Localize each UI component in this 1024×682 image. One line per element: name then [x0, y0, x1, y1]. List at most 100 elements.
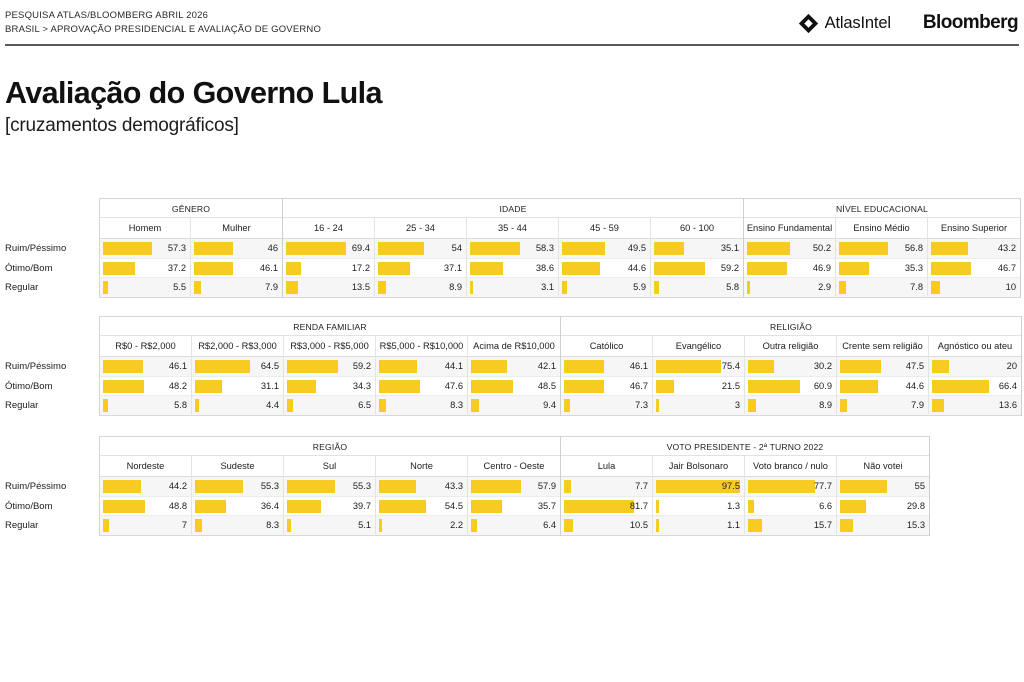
value-bar: [379, 360, 417, 373]
value-label: 47.6: [444, 380, 463, 391]
value-bar: [103, 519, 110, 532]
column-header: 16 - 24: [283, 218, 374, 239]
column-header: R$5,000 - R$10,000: [376, 336, 467, 357]
data-cell: 47.5: [837, 357, 928, 377]
data-cell: 2.2: [376, 516, 467, 536]
data-cell: 8.3: [376, 396, 467, 416]
value-bar: [656, 480, 740, 493]
value-bar: [287, 399, 293, 412]
value-bar: [471, 379, 513, 393]
data-column: Lula 7.7 81.7 10.5: [561, 456, 653, 536]
data-column: R$0 - R$2,000 46.1 48.2 5.8: [100, 336, 192, 416]
column-header: Outra religião: [745, 336, 836, 357]
value-bar: [839, 281, 846, 294]
column-header: Norte: [376, 456, 467, 477]
column-group: GÊNERO Homem 57.3 37.2 5.5 Mulher 46 46.1 7.9: [100, 198, 283, 298]
data-column: Crente sem religião 47.5 44.6 7.9: [837, 336, 929, 416]
data-cell: 44.1: [376, 357, 467, 377]
column-header: 35 - 44: [467, 218, 558, 239]
data-column: Outra religião 30.2 60.9 8.9: [745, 336, 837, 416]
atlasintel-wordmark: AtlasIntel: [824, 13, 891, 32]
value-bar: [932, 399, 944, 412]
data-cell: 44.6: [559, 258, 650, 278]
value-label: 46.1: [259, 262, 278, 273]
data-cell: 46.7: [561, 376, 652, 396]
value-bar: [564, 379, 605, 393]
logo-row: AtlasIntel Bloomberg: [798, 12, 1019, 34]
value-bar: [656, 379, 675, 393]
row-label-column: Ruim/Péssimo Ótimo/Bom Regular: [0, 436, 99, 536]
value-bar: [654, 281, 659, 294]
value-bar: [748, 360, 774, 373]
row-label: Ruim/Péssimo: [5, 481, 67, 492]
value-bar: [931, 281, 940, 294]
value-label: 46.1: [629, 361, 648, 371]
data-cell: 97.5: [653, 477, 744, 497]
value-bar: [194, 242, 234, 255]
value-label: 59.2: [352, 361, 371, 371]
value-label: 37.1: [443, 262, 462, 273]
value-label: 44.6: [905, 380, 924, 391]
data-cell: 81.7: [561, 496, 652, 516]
data-cell: 7.7: [561, 477, 652, 497]
group-columns: Ensino Fundamental 50.2 46.9 2.9 Ensino Médi…: [744, 218, 1020, 298]
column-header: R$0 - R$2,000: [100, 336, 191, 357]
value-bar: [195, 399, 199, 412]
data-cell: 57.9: [468, 477, 560, 497]
value-bar: [748, 379, 801, 393]
value-label: 60.9: [813, 380, 832, 391]
data-cell: 55.3: [192, 477, 283, 497]
value-label: 54.5: [444, 500, 463, 511]
value-bar: [564, 399, 571, 412]
data-cell: 36.4: [192, 496, 283, 516]
value-bar: [379, 379, 420, 393]
data-column: Agnóstico ou ateu 20 66.4 13.6: [929, 336, 1021, 416]
value-label: 46.9: [812, 262, 831, 273]
value-bar: [286, 242, 346, 255]
data-column: Ensino Fundamental 50.2 46.9 2.9: [744, 218, 836, 298]
data-cell: 6.5: [284, 396, 375, 416]
column-header: Acima de R$10,000: [468, 336, 560, 357]
column-group: IDADE 16 - 24 69.4 17.2 13.5 25 - 34 54 37.1 8.9…: [283, 198, 744, 298]
value-bar: [564, 519, 574, 532]
data-cell: 31.1: [192, 376, 283, 396]
data-column: Católico 46.1 46.7 7.3: [561, 336, 653, 416]
group-columns: Católico 46.1 46.7 7.3 Evangélico 75.4 21.5 3 Ou…: [561, 336, 1021, 416]
value-bar: [287, 519, 292, 532]
column-header: R$2,000 - R$3,000: [192, 336, 283, 357]
data-cell: 49.5: [559, 239, 650, 259]
row-label-column: Ruim/Péssimo Ótimo/Bom Regular: [0, 198, 99, 298]
column-header: Lula: [561, 456, 652, 477]
value-bar: [562, 242, 605, 255]
value-bar: [747, 261, 788, 275]
data-column: 16 - 24 69.4 17.2 13.5: [283, 218, 375, 298]
value-bar: [103, 499, 145, 513]
data-cell: 34.3: [284, 376, 375, 396]
group-header: REGIÃO: [100, 436, 560, 456]
value-bar: [103, 360, 143, 373]
column-header: Ensino Superior: [928, 218, 1020, 239]
value-bar: [839, 261, 870, 275]
value-label: 13.6: [998, 400, 1017, 410]
value-bar: [654, 261, 705, 275]
value-label: 6.6: [819, 500, 832, 511]
data-cell: 21.5: [653, 376, 744, 396]
data-cell: 5.5: [100, 278, 190, 298]
value-bar: [656, 399, 659, 412]
column-header: Sul: [284, 456, 375, 477]
data-cell: 9.4: [468, 396, 560, 416]
data-column: R$2,000 - R$3,000 64.5 31.1 4.4: [192, 336, 284, 416]
title-block: Avaliação do Governo Lula [cruzamentos d…: [5, 76, 382, 138]
data-cell: 66.4: [929, 376, 1021, 396]
value-bar: [470, 261, 504, 275]
value-bar: [932, 379, 990, 393]
value-label: 5.5: [173, 282, 186, 292]
data-column: Acima de R$10,000 42.1 48.5 9.4: [468, 336, 560, 416]
value-label: 57.3: [167, 243, 186, 253]
row-label: Ruim/Péssimo: [5, 243, 67, 254]
data-cell: 55.3: [284, 477, 375, 497]
value-label: 34.3: [352, 380, 371, 391]
data-cell: 29.8: [837, 496, 929, 516]
column-header: Nordeste: [100, 456, 191, 477]
value-label: 77.7: [813, 481, 832, 491]
